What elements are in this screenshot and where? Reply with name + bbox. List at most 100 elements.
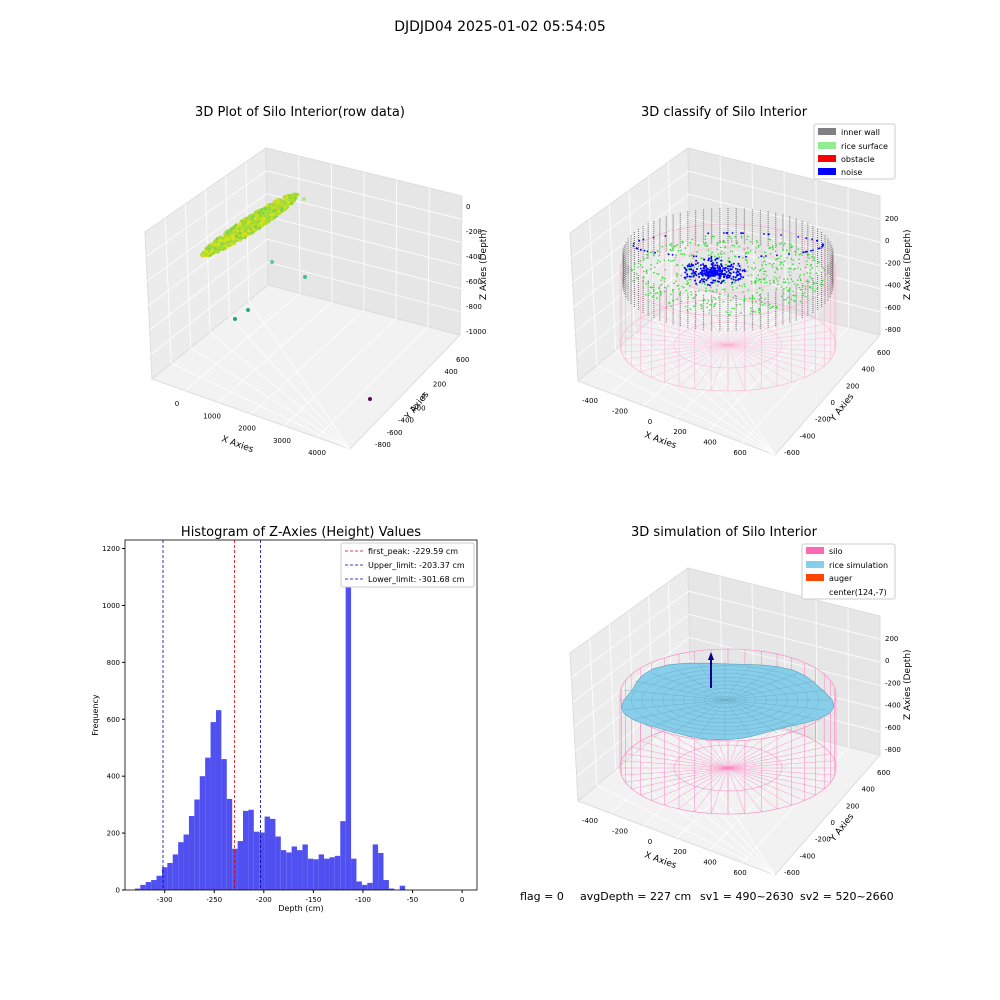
rice-surface-point xyxy=(749,297,751,300)
rice-surface-point xyxy=(728,314,730,316)
histogram-title: Histogram of Z-Axies (Height) Values xyxy=(181,525,421,540)
rice-surface-point xyxy=(778,257,780,260)
rice-surface-point xyxy=(715,288,718,291)
noise-point xyxy=(763,233,765,235)
noise-point xyxy=(711,270,714,273)
histogram-bar xyxy=(313,859,319,890)
rice-surface-point xyxy=(709,289,711,292)
rice-surface-point xyxy=(661,277,664,279)
simulation-silo-spoke xyxy=(631,746,729,769)
raw-point xyxy=(220,236,224,240)
rice-surface-point xyxy=(687,296,689,299)
raw-point xyxy=(270,216,274,220)
grid-line xyxy=(847,187,849,328)
rice-surface-point xyxy=(749,312,752,315)
rice-surface-point xyxy=(675,275,678,277)
rice-surface-point xyxy=(739,303,741,306)
grid-line xyxy=(596,784,776,876)
simulation-silo-spoke xyxy=(727,767,816,796)
rice-surface-point xyxy=(794,267,796,270)
rice-surface-point xyxy=(780,267,783,270)
rice-surface-point xyxy=(676,298,679,301)
rice-surface-point xyxy=(653,271,655,274)
noise-point xyxy=(636,247,639,250)
classify-silo-spoke xyxy=(651,344,729,378)
classify-silo-spoke xyxy=(621,344,729,353)
simulation-silo-spoke xyxy=(640,740,729,769)
grid-line xyxy=(149,238,461,331)
x-tick-label: 200 xyxy=(673,428,686,436)
rice-surface-point xyxy=(697,265,700,267)
raw-point xyxy=(238,227,242,231)
rice-surface-point xyxy=(660,283,663,286)
rice-surface-point xyxy=(734,236,736,238)
rice-surface-mesh xyxy=(724,666,778,701)
simulation-silo-spoke xyxy=(727,730,792,769)
raw-point xyxy=(293,196,297,200)
noise-point xyxy=(730,268,733,271)
noise-point xyxy=(703,267,706,270)
classify-silo-spoke xyxy=(694,301,729,346)
rice-surface-point xyxy=(776,307,778,310)
rice-surface-point xyxy=(787,290,789,292)
noise-point xyxy=(724,273,727,276)
rice-surface-point xyxy=(724,290,726,292)
rice-surface-point xyxy=(708,312,710,315)
rice-surface-point xyxy=(709,304,711,306)
rice-surface-point xyxy=(732,296,735,299)
rice-surface-point xyxy=(670,305,672,308)
rice-surface-point xyxy=(788,297,791,299)
rice-surface-mesh xyxy=(624,690,726,701)
raw-x-tick-labels: 0 1000 2000 3000 4000 xyxy=(175,400,326,457)
y-tick-label: 600 xyxy=(877,769,890,777)
grid-line xyxy=(847,607,849,748)
grid-line xyxy=(653,318,776,456)
rice-surface-point xyxy=(781,261,783,264)
z-tick-label: -1000 xyxy=(466,328,486,336)
raw-x-axis-label: X Axies xyxy=(220,434,255,455)
legend-swatch-auger xyxy=(806,574,824,581)
rice-surface-point xyxy=(649,292,652,294)
rice-surface-point xyxy=(705,290,708,292)
rice-surface-point xyxy=(642,280,644,283)
rice-surface-point xyxy=(813,256,816,259)
rice-surface-point xyxy=(714,302,717,305)
y-tick-label: 400 xyxy=(862,366,875,374)
rice-surface-point xyxy=(798,262,801,265)
rice-surface-point xyxy=(693,296,696,299)
rice-surface-point xyxy=(792,294,794,297)
rice-surface-point xyxy=(788,271,790,273)
noise-point xyxy=(765,255,767,257)
noise-point xyxy=(722,273,725,276)
histogram-bar xyxy=(399,885,406,890)
raw-point xyxy=(266,208,270,212)
noise-point xyxy=(729,268,732,271)
rice-surface-point xyxy=(772,305,774,308)
raw-point xyxy=(290,193,294,197)
raw-point xyxy=(282,200,286,204)
noise-point xyxy=(632,245,635,247)
noise-point xyxy=(688,263,691,266)
rice-surface-point xyxy=(759,269,762,271)
rice-surface-point xyxy=(743,283,745,285)
rice-surface-point xyxy=(783,260,786,263)
rice-surface-point xyxy=(814,290,816,292)
rice-surface-point xyxy=(728,257,730,260)
y-tick-label: -600 xyxy=(784,869,800,877)
noise-point xyxy=(736,268,739,271)
rice-surface-point xyxy=(786,249,788,251)
rice-surface-point xyxy=(658,287,660,289)
noise-point xyxy=(788,253,790,256)
rice-surface-point xyxy=(792,263,794,266)
y-tick-label: 0 xyxy=(116,887,120,895)
rice-surface-point xyxy=(758,298,760,301)
rice-surface-point xyxy=(713,235,715,238)
classify-silo-spoke xyxy=(651,312,729,346)
rice-surface-point xyxy=(719,246,722,249)
histogram-bar xyxy=(221,759,227,890)
noise-point xyxy=(686,273,689,276)
raw-point xyxy=(247,229,252,233)
noise-point xyxy=(697,273,700,275)
rice-surface-point xyxy=(797,279,799,281)
rice-surface-point xyxy=(797,248,800,250)
